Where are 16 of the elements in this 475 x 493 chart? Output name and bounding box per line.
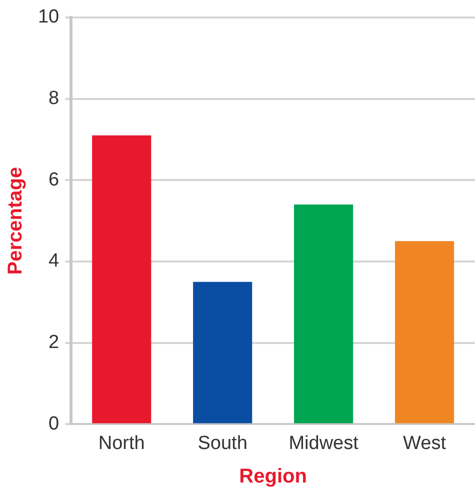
x-tick-label: North [98,432,145,454]
x-tick-label: West [403,432,447,454]
x-tick-label: South [198,432,248,454]
y-tick-label: 6 [48,169,60,190]
bar [193,282,252,424]
y-tick-label: 0 [48,413,60,434]
y-tick-label: 4 [48,250,60,272]
x-axis-title: Region [239,466,307,488]
y-axis-title: Percentage [4,166,27,275]
y-tick-label: 8 [48,88,60,109]
y-tick-label: 2 [48,332,60,354]
x-tick-label: Midwest [288,432,360,454]
y-tick-label: 10 [38,6,60,28]
bar [92,135,152,424]
bar [394,241,454,424]
bar [294,204,354,424]
